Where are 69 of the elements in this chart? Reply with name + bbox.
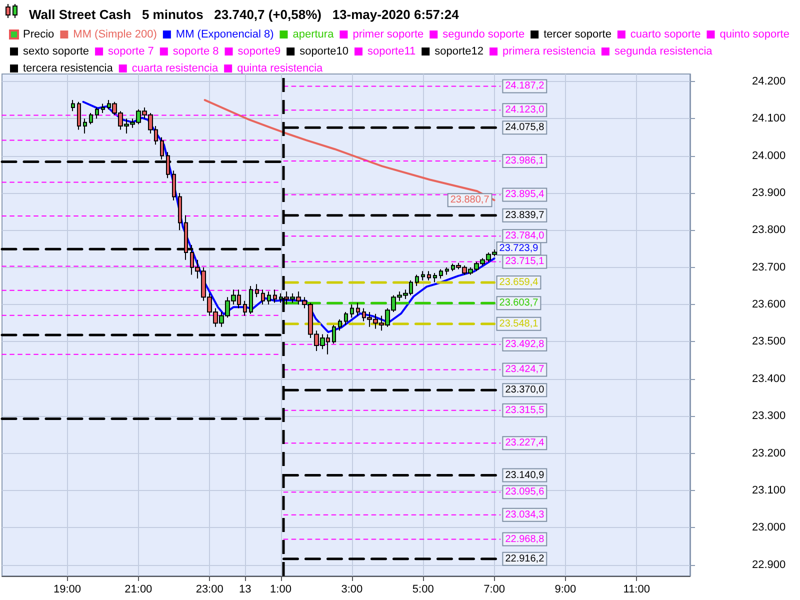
data-label: 23.895,4 <box>505 189 545 200</box>
data-label: 23.548,1 <box>499 318 539 330</box>
data-label: 23.659,4 <box>499 276 539 288</box>
legend-label: Precio <box>23 28 54 40</box>
y-tick-label: 23.800 <box>752 224 786 236</box>
legend-label: segundo soporte <box>442 28 525 40</box>
legend-label: primer soporte <box>352 28 424 40</box>
data-label: 23.715,1 <box>505 256 545 268</box>
y-tick-label: 22.900 <box>752 558 786 571</box>
data-label: 23.140,9 <box>505 470 545 481</box>
data-label: 22.968,8 <box>505 534 545 545</box>
legend-label: soporte 7 <box>108 46 154 58</box>
x-tick-label: 7:00 <box>484 584 505 596</box>
data-label: 24.075,8 <box>505 122 545 134</box>
y-tick-label: 23.000 <box>752 522 786 534</box>
x-tick-label: 19:00 <box>53 584 82 596</box>
data-label: 23.424,7 <box>505 364 545 376</box>
data-label: 24.123,0 <box>505 104 545 116</box>
data-label: 23.095,6 <box>505 486 545 498</box>
y-tick-label: 23.600 <box>752 298 786 311</box>
x-tick-label: 21:00 <box>124 584 152 596</box>
legend-label: quinto soporte <box>720 28 790 40</box>
legend-label: cuarta resistencia <box>132 62 219 74</box>
y-tick-label: 23.500 <box>752 336 786 348</box>
legend-label: sexto soporte <box>23 46 90 58</box>
data-label: 23.603,7 <box>499 298 539 309</box>
x-tick-label: 1:00 <box>270 584 292 596</box>
x-tick-label: 23:00 <box>196 584 224 596</box>
data-label: 23.880,7 <box>450 194 490 206</box>
data-label: 23.315,5 <box>505 404 545 416</box>
x-tick-label: 13 <box>239 584 252 596</box>
legend-label: segunda resistencia <box>614 46 714 58</box>
x-tick-label: 3:00 <box>341 584 363 596</box>
data-label: 23.227,4 <box>505 438 545 449</box>
y-tick-label: 23.200 <box>752 447 786 460</box>
legend-label: quinta resistencia <box>237 62 324 74</box>
legend-label: MM (Simple 200) <box>73 28 157 40</box>
legend-label: soporte10 <box>300 46 349 58</box>
x-tick-label: 5:00 <box>412 584 434 596</box>
x-tick-label: 11:00 <box>623 584 650 596</box>
data-label: 23.492,8 <box>505 338 545 350</box>
legend-label: apertura <box>292 28 335 40</box>
y-tick-label: 23.900 <box>752 186 786 199</box>
y-tick-label: 23.300 <box>752 410 786 422</box>
y-tick-label: 24.200 <box>752 75 786 88</box>
data-label: 23.723,9 <box>499 242 539 254</box>
legend-label: soporte12 <box>434 46 484 58</box>
data-label: 23.784,0 <box>505 230 545 242</box>
data-label: 22.916,2 <box>505 553 545 564</box>
data-label: 23.986,1 <box>505 155 545 166</box>
legend-label: tercer soporte <box>544 28 612 40</box>
legend-label: soporte9 <box>238 46 281 58</box>
data-label: 23.370,0 <box>505 384 545 396</box>
y-tick-label: 23.100 <box>752 484 786 496</box>
x-tick-label: 9:00 <box>554 584 576 596</box>
y-tick-label: 24.000 <box>752 150 786 162</box>
y-tick-label: 23.700 <box>752 261 786 274</box>
data-label: 24.187,2 <box>505 80 545 92</box>
chart-title: Wall Street Cash 5 minutos 23.740,7 (+0,58%) 13-may-2020 6:57:24 <box>29 7 460 22</box>
data-label: 23.034,3 <box>505 509 545 520</box>
legend-label: primera resistencia <box>502 46 596 58</box>
legend-label: tercera resistencia <box>23 62 114 74</box>
legend-label: MM (Exponencial 8) <box>176 28 274 40</box>
legend-label: soporte11 <box>368 46 416 58</box>
y-tick-label: 24.100 <box>752 112 786 125</box>
y-tick-label: 23.400 <box>752 372 786 385</box>
legend-label: soporte 8 <box>172 46 219 58</box>
data-label: 23.839,7 <box>505 210 545 221</box>
legend-label: cuarto soporte <box>630 28 701 40</box>
